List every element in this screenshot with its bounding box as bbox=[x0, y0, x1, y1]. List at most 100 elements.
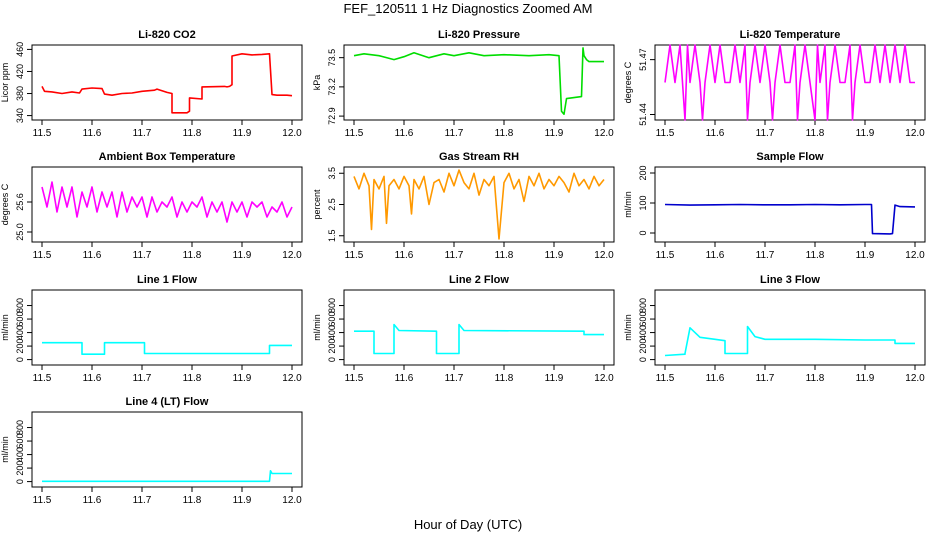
x-tick-label: 11.8 bbox=[183, 128, 202, 139]
x-tick-label: 11.6 bbox=[706, 250, 725, 261]
x-tick-label: 11.6 bbox=[395, 250, 414, 261]
y-tick-label: 200 bbox=[638, 339, 648, 354]
chart-title: Sample Flow bbox=[756, 151, 824, 163]
x-tick-label: 12.0 bbox=[594, 373, 614, 384]
y-tick-label: 400 bbox=[15, 325, 25, 340]
x-tick-label: 11.9 bbox=[233, 495, 252, 506]
y-axis-label: ml/min bbox=[623, 314, 633, 341]
x-tick-label: 12.0 bbox=[282, 495, 302, 506]
x-tick-label: 12.0 bbox=[282, 128, 302, 139]
chart-title: Li-820 CO2 bbox=[138, 29, 195, 41]
y-tick-label: 0 bbox=[638, 230, 648, 235]
y-tick-label: 400 bbox=[327, 325, 337, 340]
series-line bbox=[353, 47, 604, 115]
y-tick-label: 100 bbox=[638, 195, 648, 210]
series-line bbox=[42, 341, 292, 356]
chart-panel-7: Line 1 Flow ml/min 11.5 11.6 11.7 11.8 11.9 12.… bbox=[0, 274, 303, 384]
x-tick-label: 11.6 bbox=[83, 495, 102, 506]
x-tick-label: 11.7 bbox=[756, 373, 775, 384]
x-tick-label: 11.9 bbox=[856, 373, 875, 384]
y-tick-label: 340 bbox=[15, 108, 25, 123]
y-tick-label: 600 bbox=[15, 434, 25, 449]
x-tick-label: 11.8 bbox=[183, 250, 202, 261]
x-tick-label: 11.5 bbox=[33, 373, 52, 384]
y-tick-label: 0 bbox=[638, 357, 648, 362]
x-tick-label: 11.7 bbox=[133, 128, 152, 139]
x-tick-label: 11.5 bbox=[345, 373, 364, 384]
series-line bbox=[41, 52, 293, 114]
y-tick-label: 1.5 bbox=[327, 229, 337, 242]
x-tick-label: 11.9 bbox=[545, 373, 564, 384]
y-tick-label: 25.0 bbox=[15, 223, 25, 241]
y-tick-label: 51.47 bbox=[638, 48, 648, 71]
x-tick-label: 12.0 bbox=[905, 373, 925, 384]
y-tick-label: 73.5 bbox=[327, 49, 337, 67]
y-tick-label: 600 bbox=[327, 312, 337, 327]
y-tick-label: 73.2 bbox=[327, 78, 337, 96]
y-tick-label: 400 bbox=[638, 325, 648, 340]
plot-frame bbox=[31, 44, 303, 121]
y-tick-label: 0 bbox=[15, 479, 25, 484]
series-line bbox=[42, 469, 292, 483]
y-tick-label: 600 bbox=[15, 312, 25, 327]
plot-frame bbox=[654, 166, 926, 243]
plot-frame bbox=[31, 166, 303, 243]
x-tick-label: 11.9 bbox=[233, 373, 252, 384]
figure-title: FEF_120511 1 Hz Diagnostics Zoomed AM bbox=[343, 1, 593, 16]
y-tick-label: 800 bbox=[638, 298, 648, 313]
x-tick-label: 11.7 bbox=[133, 495, 152, 506]
y-tick-label: 800 bbox=[327, 298, 337, 313]
chart-panel-2: Li-820 Pressure kPa 11.5 11.6 11.7 11.8 11.9 12… bbox=[312, 29, 615, 139]
x-tick-label: 11.8 bbox=[806, 128, 825, 139]
x-tick-label: 11.6 bbox=[83, 128, 102, 139]
x-tick-label: 11.5 bbox=[345, 128, 364, 139]
y-tick-label: 0 bbox=[327, 357, 337, 362]
x-tick-label: 11.6 bbox=[395, 128, 414, 139]
y-tick-label: 0 bbox=[15, 357, 25, 362]
x-tick-label: 11.6 bbox=[83, 250, 102, 261]
x-tick-label: 12.0 bbox=[905, 250, 925, 261]
x-tick-label: 12.0 bbox=[905, 128, 925, 139]
plot-frame bbox=[654, 289, 926, 366]
y-tick-label: 2.5 bbox=[327, 198, 337, 211]
plot-frame bbox=[343, 44, 615, 121]
chart-panel-9: Line 3 Flow ml/min 11.5 11.6 11.7 11.8 11.9 12.… bbox=[623, 274, 926, 384]
x-tick-label: 11.5 bbox=[656, 373, 675, 384]
series-line bbox=[41, 181, 293, 223]
x-tick-label: 11.8 bbox=[806, 373, 825, 384]
y-tick-label: 200 bbox=[638, 165, 648, 180]
x-tick-label: 11.8 bbox=[183, 495, 202, 506]
y-axis-label: percent bbox=[312, 189, 322, 220]
y-tick-label: 400 bbox=[15, 447, 25, 462]
x-tick-label: 11.9 bbox=[545, 250, 564, 261]
x-tick-label: 11.9 bbox=[856, 250, 875, 261]
x-tick-label: 11.5 bbox=[656, 250, 675, 261]
chart-panel-5: Gas Stream RH percent 11.5 11.6 11.7 11.8 11.9… bbox=[312, 151, 615, 261]
x-tick-label: 11.7 bbox=[756, 128, 775, 139]
chart-title: Line 4 (LT) Flow bbox=[126, 396, 209, 408]
chart-panel-1: Li-820 CO2 Licor ppm 11.5 11.6 11.7 11.8 11.9 1… bbox=[0, 29, 303, 139]
x-tick-label: 11.7 bbox=[133, 250, 152, 261]
chart-panel-4: Ambient Box Temperature degrees C 11.5 11.6… bbox=[0, 151, 303, 261]
chart-title: Line 1 Flow bbox=[137, 274, 197, 286]
x-tick-label: 11.8 bbox=[495, 373, 514, 384]
x-tick-label: 11.6 bbox=[83, 373, 102, 384]
plot-frame bbox=[654, 44, 926, 121]
y-tick-label: 72.9 bbox=[327, 107, 337, 125]
y-axis-label: Licor ppm bbox=[0, 63, 10, 103]
chart-title: Line 3 Flow bbox=[760, 274, 820, 286]
plot-frame bbox=[343, 289, 615, 366]
x-tick-label: 11.9 bbox=[856, 128, 875, 139]
x-tick-label: 12.0 bbox=[282, 373, 302, 384]
y-tick-label: 800 bbox=[15, 420, 25, 435]
x-tick-label: 11.9 bbox=[233, 128, 252, 139]
x-tick-label: 11.6 bbox=[706, 373, 725, 384]
x-tick-label: 11.5 bbox=[33, 128, 52, 139]
plot-frame bbox=[31, 289, 303, 366]
y-tick-label: 380 bbox=[15, 86, 25, 101]
y-tick-label: 3.5 bbox=[327, 167, 337, 180]
x-tick-label: 11.7 bbox=[445, 250, 464, 261]
x-tick-label: 11.9 bbox=[545, 128, 564, 139]
x-tick-label: 12.0 bbox=[594, 250, 614, 261]
